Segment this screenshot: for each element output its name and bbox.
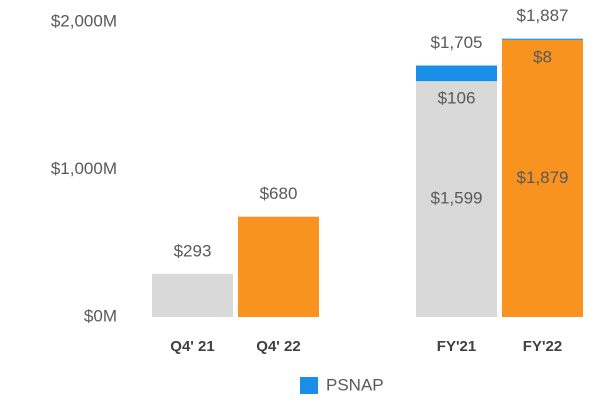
data-label: $1,599 [431,189,483,208]
y-tick-label: $0M [84,306,117,325]
x-tick-label: Q4' 22 [256,338,300,355]
bar-segment [416,65,497,82]
bar-segment [152,273,233,317]
bar-segment [502,38,583,40]
bar-segment [502,39,583,317]
legend-swatch [300,377,318,394]
x-tick-label: FY'22 [523,338,562,355]
data-label: $8 [533,47,552,66]
data-label: $680 [260,184,298,203]
x-tick-label: FY'21 [437,338,476,355]
data-label: $293 [174,241,212,260]
bar-segment [416,81,497,318]
bar-segment [238,216,319,317]
x-tick-label: Q4' 21 [170,338,214,355]
y-tick-label: $1,000M [51,159,117,178]
total-label: $1,705 [431,33,483,52]
data-label: $1,879 [517,168,569,187]
data-label: $106 [438,89,476,108]
y-tick-label: $2,000M [51,11,117,30]
total-label: $1,887 [517,6,569,25]
legend-label: PSNAP [326,375,384,394]
